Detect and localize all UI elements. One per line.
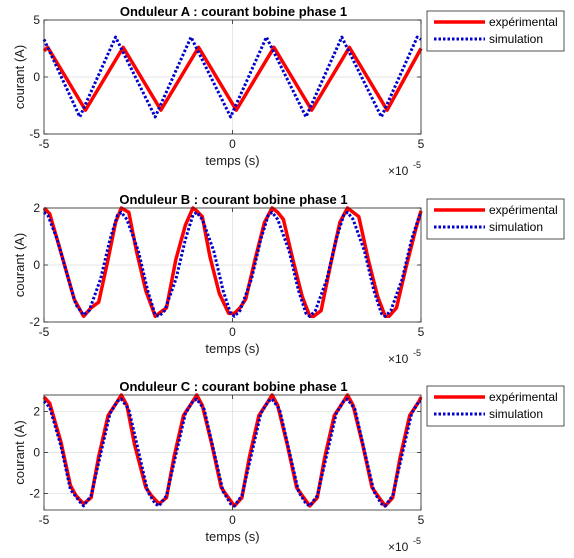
series-line-experimental [42, 45, 423, 112]
chart-title: Onduleur C : courant bobine phase 1 [119, 379, 347, 394]
legend: expérimental simulation [426, 198, 565, 240]
legend-box [426, 385, 565, 427]
x-exponent: -5 [413, 536, 421, 546]
x-exponent-base: ×10 [388, 164, 409, 178]
y-axis-label: courant (A) [12, 45, 27, 109]
y-tick-label: -5 [29, 127, 40, 141]
series-line-simulation [43, 210, 423, 318]
chart-title: Onduleur B : courant bobine phase 1 [119, 192, 347, 207]
x-exponent: -5 [413, 348, 421, 358]
x-axis-label: temps (s) [205, 529, 259, 544]
x-tick-label: -5 [39, 325, 50, 339]
series-line-simulation [42, 35, 422, 119]
x-exponent-base: ×10 [388, 352, 409, 366]
y-axis-label: courant (A) [12, 420, 27, 484]
chart-panel-1: -5 0 5 5 0 -5 Onduleur A : courant bobine phas… [12, 4, 565, 178]
legend: expérimental simulation [426, 385, 565, 427]
x-tick-label: -5 [39, 513, 50, 527]
chart-panel-3: -5 0 5 2 0 -2 Onduleur C : courant bobine phas… [12, 379, 565, 554]
x-axis-label: temps (s) [205, 153, 259, 168]
x-tick-label: 0 [229, 325, 236, 339]
y-tick-label: 0 [33, 70, 40, 84]
y-axis-label: courant (A) [12, 233, 27, 297]
legend-label: simulation [489, 220, 543, 234]
legend-box [426, 198, 565, 240]
y-tick-label: -2 [29, 487, 40, 501]
legend-label: simulation [489, 32, 543, 46]
y-tick-label: -2 [29, 315, 40, 329]
legend-label: expérimental [489, 390, 558, 404]
x-tick-label: 0 [229, 513, 236, 527]
legend-label: expérimental [489, 15, 558, 29]
x-exponent-base: ×10 [388, 540, 409, 554]
x-axis-label: temps (s) [205, 341, 259, 356]
y-tick-label: 2 [33, 404, 40, 418]
y-tick-label: 2 [33, 201, 40, 215]
chart-panel-2: -5 0 5 2 0 -2 Onduleur B : courant bobine phas… [12, 192, 565, 366]
legend-label: simulation [489, 407, 543, 421]
legend-label: expérimental [489, 203, 558, 217]
y-tick-label: 0 [33, 446, 40, 460]
x-exponent: -5 [413, 160, 421, 170]
x-tick-label: 5 [418, 325, 425, 339]
series-line-simulation [42, 397, 421, 508]
y-tick-label: 5 [33, 13, 40, 27]
x-tick-label: 5 [418, 513, 425, 527]
x-tick-label: 0 [229, 137, 236, 151]
x-tick-label: -5 [39, 137, 50, 151]
y-tick-label: 0 [33, 258, 40, 272]
x-tick-label: 5 [418, 137, 425, 151]
legend: expérimental simulation [426, 10, 565, 52]
chart-title: Onduleur A : courant bobine phase 1 [120, 4, 347, 19]
legend-box [426, 10, 565, 52]
